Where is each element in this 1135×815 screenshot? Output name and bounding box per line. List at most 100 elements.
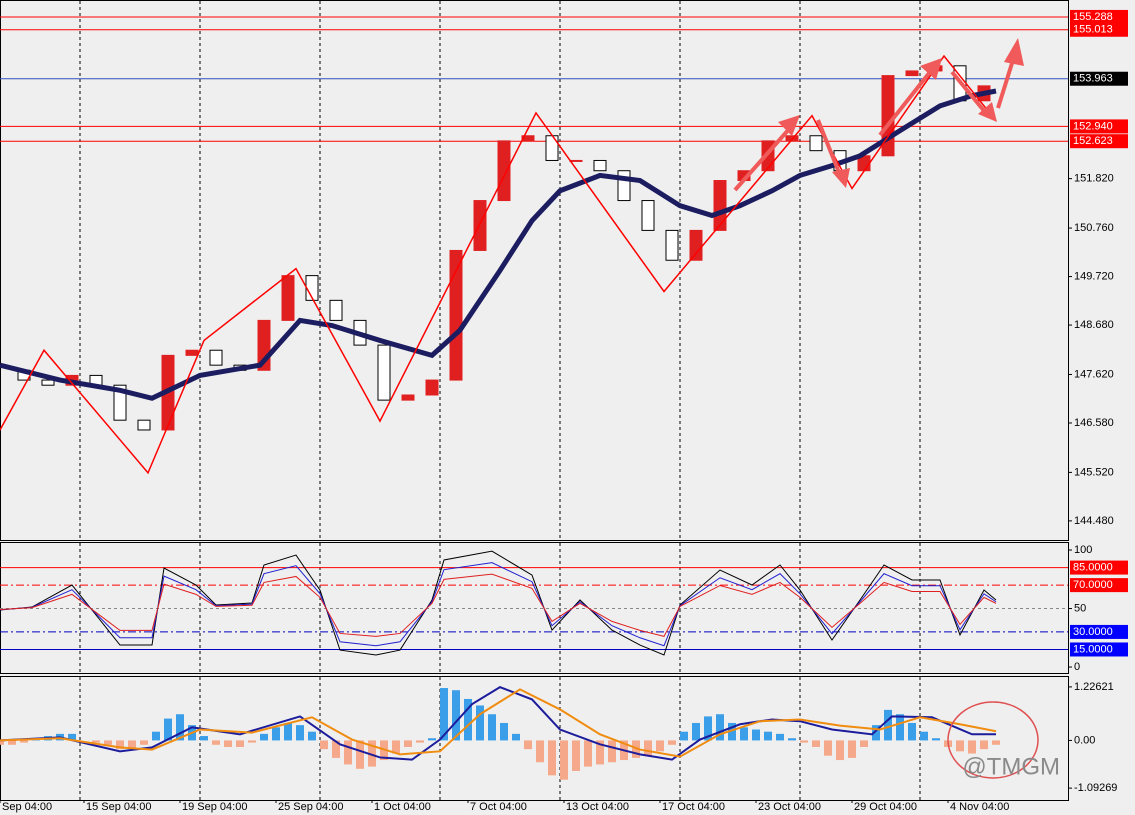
candle (449, 249, 463, 381)
histogram-bar (344, 740, 352, 765)
histogram-bar (740, 727, 748, 741)
histogram-bar (920, 731, 928, 741)
histogram-bar (752, 729, 760, 741)
panel-frame (0, 0, 1069, 541)
level-label: 155.013 (1073, 24, 1113, 36)
arrow-head (920, 58, 942, 80)
histogram-bar (896, 714, 904, 741)
x-tick-label: 25 Sep 04:00 (278, 801, 343, 813)
candle (905, 70, 919, 77)
histogram-bar (692, 722, 700, 741)
histogram-bar (452, 690, 460, 741)
candle (497, 140, 511, 202)
histogram-bar (224, 740, 232, 747)
histogram-bar (824, 740, 832, 756)
histogram-bar (932, 738, 940, 741)
watermark: @TMGM (962, 753, 1060, 780)
histogram-bar (992, 740, 1000, 745)
histogram-bar (164, 718, 172, 741)
x-tick-label: 13 Oct 04:00 (566, 801, 629, 813)
level-label: 155.288 (1073, 11, 1113, 23)
level-label-box (1070, 624, 1128, 639)
candle (545, 135, 559, 161)
histogram-bar (488, 714, 496, 741)
histogram-bar (584, 740, 592, 767)
histogram-bar (788, 738, 796, 741)
histogram-bar (716, 714, 724, 741)
arrow (996, 59, 1015, 109)
histogram-bar (200, 736, 208, 741)
histogram-bar (236, 740, 244, 747)
level-label-box (1070, 642, 1128, 657)
x-tick-label: 29 Oct 04:00 (854, 801, 917, 813)
level-label: 152.623 (1073, 135, 1113, 147)
candle (665, 229, 679, 261)
level-label: 15.0000 (1073, 643, 1113, 655)
histogram-bar (272, 727, 280, 741)
y-tick-label: 150.760 (1074, 222, 1114, 234)
histogram-bar (656, 740, 664, 752)
histogram-bar (872, 725, 880, 741)
candle (713, 180, 727, 231)
signal-line (0, 688, 997, 758)
panel-frames (0, 0, 1069, 801)
histogram-bar (92, 740, 100, 743)
level-label: 70.0000 (1073, 579, 1113, 591)
candle (569, 159, 583, 162)
panel-frame (0, 542, 1069, 674)
histogram-bar (368, 740, 376, 767)
level-label: 30.0000 (1073, 626, 1113, 638)
histogram-bar (152, 731, 160, 741)
histogram-bar (572, 740, 580, 771)
histogram-bar (464, 698, 472, 741)
histogram-bar (980, 740, 988, 750)
histogram-bar (524, 740, 532, 750)
histogram-bar (968, 740, 976, 754)
highlight-circle (947, 701, 1039, 779)
candle (41, 379, 55, 386)
histogram-bar (956, 740, 964, 752)
level-label-box (1070, 119, 1128, 134)
histogram-bar (812, 740, 820, 747)
histogram-bar (356, 740, 364, 769)
x-tick-label: 15 Sep 04:00 (86, 801, 151, 813)
candle (593, 159, 607, 172)
y-tick-label: 0.00 (1074, 734, 1095, 746)
histogram-bar (320, 740, 328, 750)
histogram-bar (20, 740, 28, 743)
x-tick-label: 4 Nov 04:00 (950, 801, 1009, 813)
histogram-bar (764, 731, 772, 741)
level-label: 153.963 (1073, 73, 1113, 85)
candle (689, 229, 703, 261)
histogram-bar (560, 740, 568, 780)
histogram-bar (440, 688, 448, 741)
candle (113, 384, 127, 421)
arrow (733, 126, 792, 192)
y-tick-label: 1.22621 (1074, 681, 1114, 693)
histogram-bar (908, 722, 916, 741)
histogram-bar (776, 733, 784, 741)
annotation-arrows (733, 38, 1024, 192)
histogram-bar (212, 740, 220, 745)
y-tick-label: 146.580 (1074, 417, 1114, 429)
arrow (950, 70, 987, 114)
histogram-bar (596, 740, 604, 765)
candle (377, 344, 391, 401)
candle (209, 349, 223, 366)
histogram-bar (416, 740, 424, 743)
histogram-bar (800, 740, 808, 743)
histogram-bar (512, 733, 520, 741)
histogram-bar (116, 740, 124, 750)
candle (137, 419, 151, 431)
histogram-bar (476, 705, 484, 741)
histogram-bar (104, 740, 112, 745)
histogram-bar (248, 740, 256, 743)
histogram-bar (836, 740, 844, 761)
level-label: 152.940 (1073, 120, 1113, 132)
plot (0, 54, 1000, 780)
level-label-box (1070, 578, 1128, 593)
histogram-bar (308, 731, 316, 741)
histogram-bar (284, 722, 292, 741)
